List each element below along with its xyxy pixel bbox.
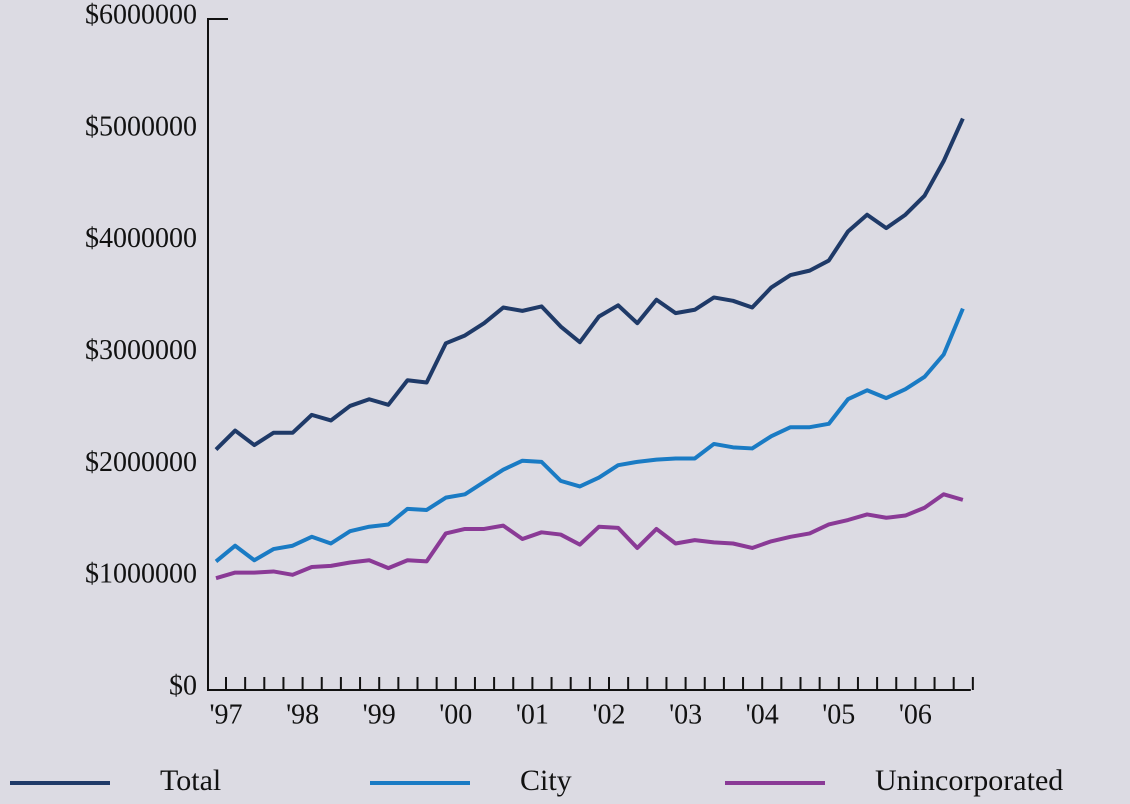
x-tick-label: '04 [746,699,779,730]
x-tick-label: '02 [592,699,625,730]
y-tick-label: $0 [169,670,197,701]
legend-label: Unincorporated [875,764,1063,797]
x-tick-label: '97 [209,699,242,730]
x-tick-label: '99 [363,699,396,730]
x-tick-label: '03 [669,699,702,730]
x-tick-label: '98 [286,699,319,730]
series-line [215,492,964,581]
x-tick-label: '00 [439,699,472,730]
y-tick-label: $6000000 [85,0,197,30]
x-tick-label: '06 [899,699,932,730]
y-tick-label: $1000000 [85,559,197,590]
y-tick-label: $2000000 [85,447,197,478]
legend-label: Total [160,764,221,797]
series-line [214,307,965,563]
series-line [214,117,965,451]
y-tick-label: $3000000 [85,335,197,366]
legend-label: City [520,764,572,797]
y-tick-label: $5000000 [85,111,197,142]
x-tick-label: '05 [822,699,855,730]
y-tick-label: $4000000 [85,223,197,254]
x-tick-label: '01 [516,699,549,730]
